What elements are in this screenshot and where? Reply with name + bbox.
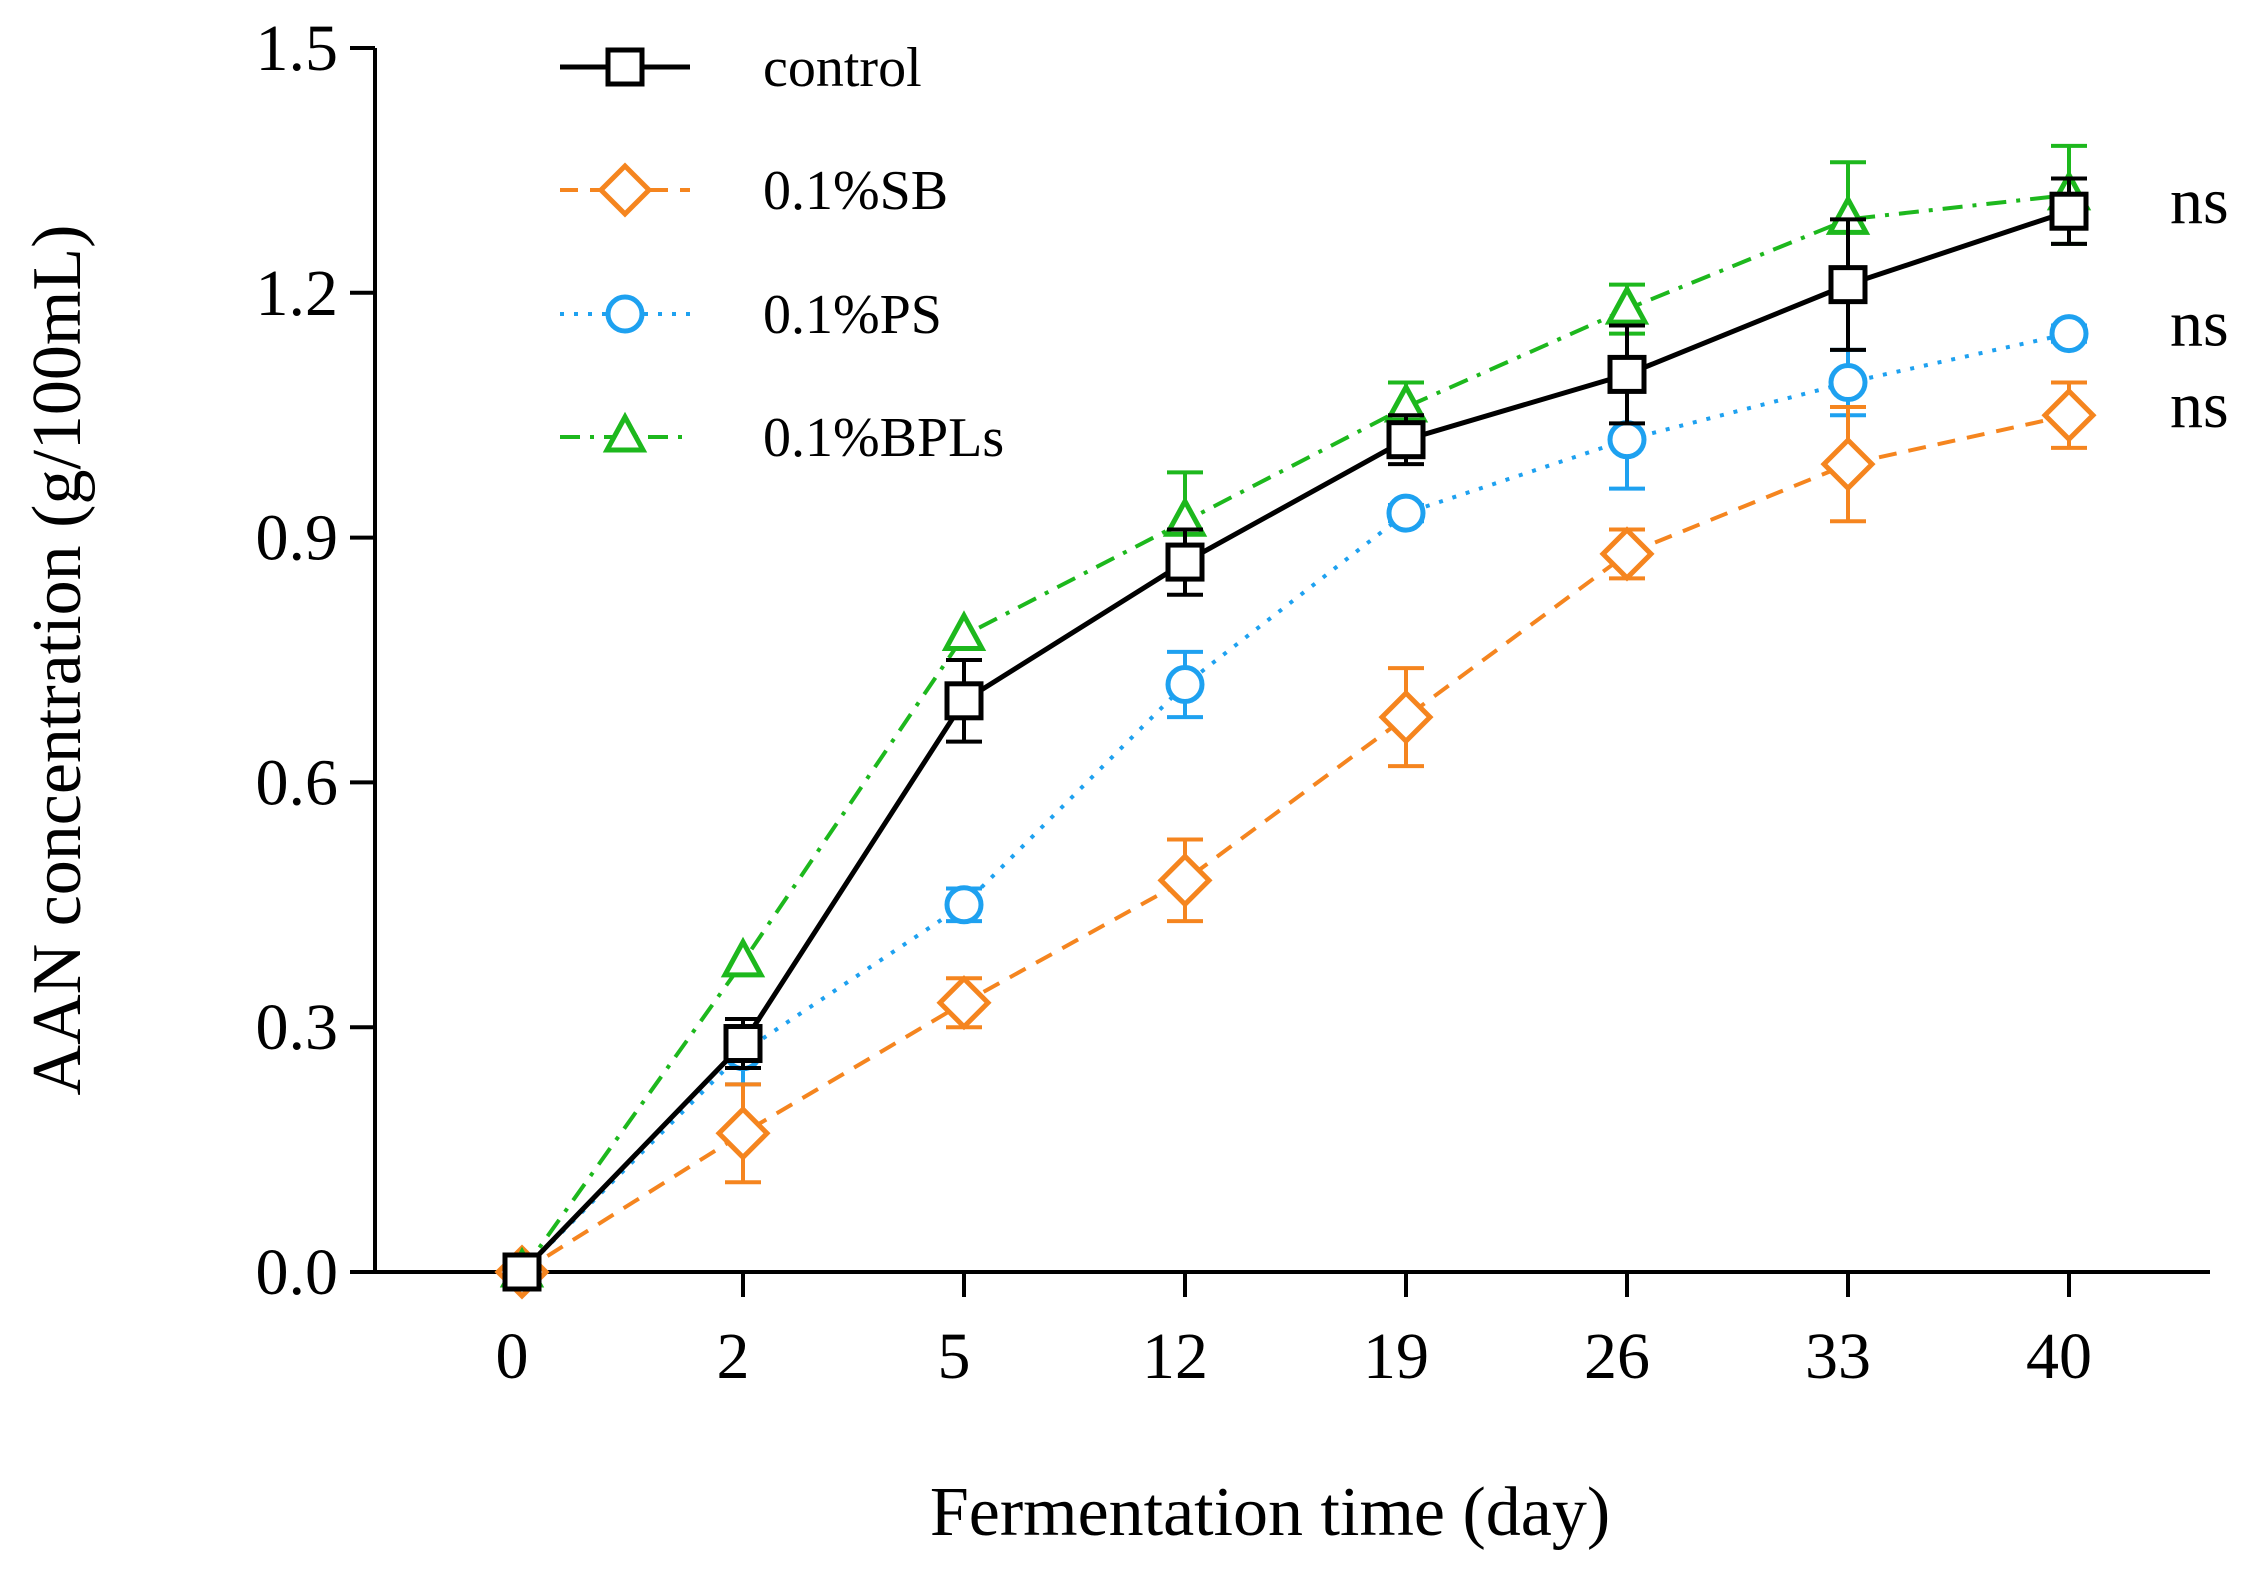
data-point xyxy=(1386,420,1426,460)
y-ticks: 0.0 0.3 0.6 0.9 1.2 1.5 xyxy=(256,12,375,1309)
data-point xyxy=(1386,493,1426,533)
significance-label: ns xyxy=(2170,288,2229,361)
data-point xyxy=(1599,526,1655,582)
data-point xyxy=(2041,387,2097,443)
legend-marker xyxy=(605,47,645,87)
x-axis-title: Fermentation time (day) xyxy=(930,1474,1610,1551)
significance-label: ns xyxy=(2170,165,2229,238)
legend: control 0.1%SB 0.1%PS 0.1%BPLs xyxy=(560,37,1004,469)
data-point xyxy=(1165,664,1205,704)
y-tick-label: 0.3 xyxy=(256,991,339,1064)
significance-label: ns xyxy=(2170,369,2229,442)
legend-label: 0.1%SB xyxy=(763,160,948,222)
x-tick-label: 0 xyxy=(496,1320,529,1393)
data-point xyxy=(2049,191,2089,231)
y-tick-label: 1.2 xyxy=(256,257,339,330)
legend-label: 0.1%BPLs xyxy=(763,407,1004,469)
y-axis-title: AAN concentration (g/100mL) xyxy=(19,225,96,1096)
x-ticks: 0 2 5 12 19 26 33 40 xyxy=(496,1272,2092,1393)
data-point xyxy=(944,681,984,721)
legend-marker xyxy=(602,411,648,453)
data-point xyxy=(1607,420,1647,460)
x-tick-label: 19 xyxy=(1363,1320,1429,1393)
data-point xyxy=(1607,354,1647,394)
data-point xyxy=(1828,265,1868,305)
legend-item: 0.1%PS xyxy=(560,284,942,346)
data-point xyxy=(1604,283,1650,325)
x-tick-label: 33 xyxy=(1805,1320,1871,1393)
axes xyxy=(373,48,2210,1274)
data-point xyxy=(715,1105,771,1161)
data-point xyxy=(720,936,766,978)
x-tick-label: 5 xyxy=(938,1320,971,1393)
legend-item: 0.1%SB xyxy=(560,160,948,222)
data-point xyxy=(723,1024,763,1064)
data-point xyxy=(944,885,984,925)
legend-marker xyxy=(605,294,645,334)
series-line xyxy=(520,208,2070,1274)
x-tick-label: 40 xyxy=(2026,1320,2092,1393)
legend-label: control xyxy=(763,37,922,99)
series-0.1%SB xyxy=(494,380,2097,1300)
x-tick-label: 26 xyxy=(1584,1320,1650,1393)
x-tick-label: 12 xyxy=(1142,1320,1208,1393)
series-line xyxy=(520,192,2070,1274)
data-point xyxy=(1378,689,1434,745)
data-point xyxy=(502,1252,542,1292)
data-point xyxy=(941,610,987,652)
legend-label: 0.1%PS xyxy=(763,284,942,346)
x-tick-label: 2 xyxy=(717,1320,750,1393)
series-line xyxy=(520,413,2070,1274)
data-point xyxy=(2049,314,2089,354)
y-tick-label: 1.5 xyxy=(256,12,339,85)
data-point xyxy=(1165,542,1205,582)
data-point xyxy=(936,975,992,1031)
y-tick-label: 0.0 xyxy=(256,1236,339,1309)
y-tick-label: 0.6 xyxy=(256,746,339,819)
legend-marker xyxy=(597,162,653,218)
y-tick-label: 0.9 xyxy=(256,502,339,575)
series-layer xyxy=(494,143,2097,1300)
series-control xyxy=(502,176,2089,1292)
legend-item: 0.1%BPLs xyxy=(560,407,1004,469)
annotations: ns ns ns xyxy=(2170,165,2229,442)
data-point xyxy=(1828,363,1868,403)
data-point xyxy=(1820,436,1876,492)
data-point xyxy=(1157,852,1213,908)
legend-item: control xyxy=(560,37,922,99)
